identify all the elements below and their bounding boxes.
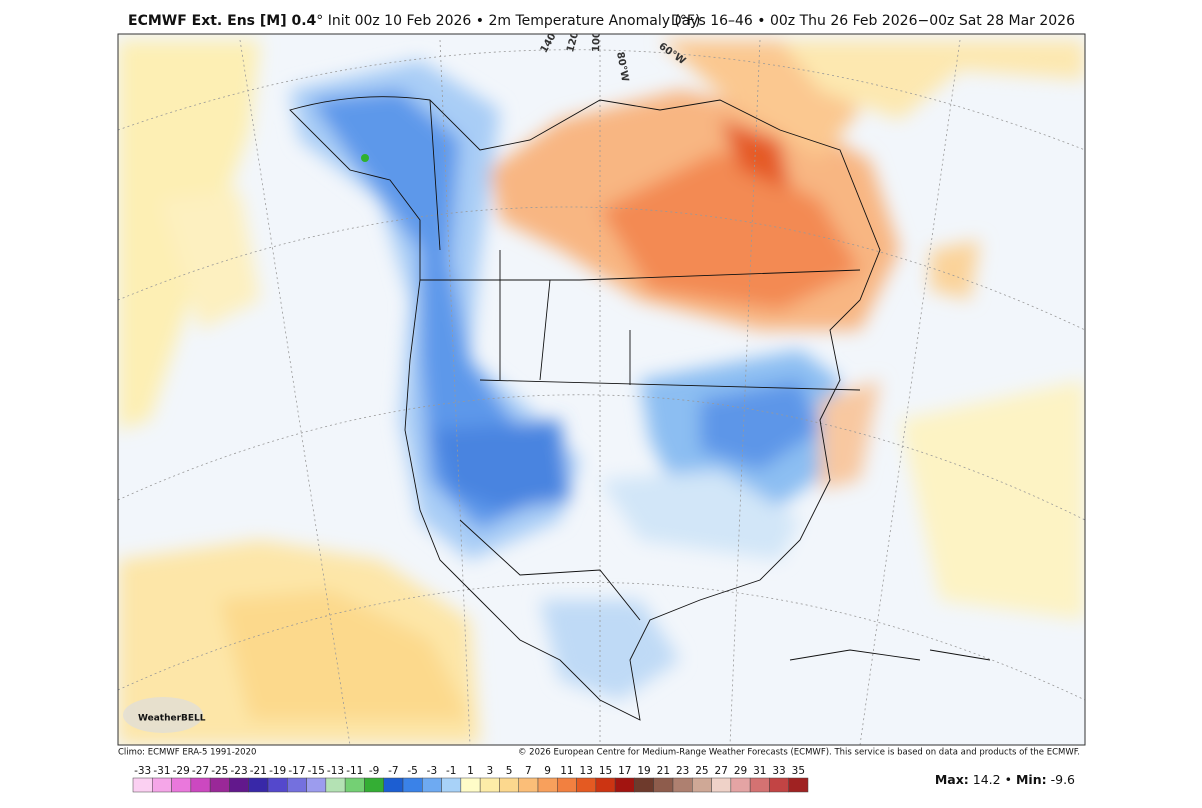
colorbar: -33 -31 -29 -27 -25 -23 -21 -19 -17 -15 -13 -11 -9 -7… [132,765,809,793]
colorbar-label: 5 [506,765,513,777]
colorbar-label: 19 [637,765,650,777]
colorbar-label: -5 [407,765,417,777]
color-box [576,777,597,793]
color-box [325,777,346,793]
colorbar-label: 35 [792,765,805,777]
longitude-label: 80°W [614,51,630,82]
colorbar-label: -15 [308,765,325,777]
colorbar-label: -27 [192,765,209,777]
colorbar-label: 11 [560,765,573,777]
colorbar-label: 27 [715,765,728,777]
max-value: 14.2 [973,772,1001,787]
min-value: -9.6 [1051,772,1075,787]
color-box [634,777,654,793]
color-box [422,777,442,793]
color-box [383,777,404,793]
color-box [402,777,423,793]
colorbar-label: -29 [173,765,190,777]
colorbar-label: 23 [676,765,689,777]
min-label: Min: [1016,772,1047,787]
colorbar-label: -1 [446,765,456,777]
max-label: Max: [935,772,969,787]
logo: WeatherBELL [123,697,206,733]
graticule [118,39,1085,745]
color-box [306,777,327,793]
colorbar-label: 9 [544,765,551,777]
color-box [229,777,249,793]
colorbar-label: 25 [695,765,708,777]
color-box [152,777,172,793]
colorbar-label: -9 [369,765,379,777]
color-box [460,777,481,793]
colorbar-label: 33 [772,765,785,777]
header-details: ° Init 00z 10 Feb 2026 • 2m Temperature … [316,13,700,29]
color-box [190,777,211,793]
colorbar-label: -7 [388,765,398,777]
color-box [537,777,558,793]
color-box [267,777,288,793]
color-box [730,777,751,793]
anomaly-field [118,40,1085,745]
colorbar-label: 15 [599,765,612,777]
colorbar-label: -3 [427,765,437,777]
colorbar-label: 17 [618,765,631,777]
colorbar-label: -33 [134,765,151,777]
colorbar-label: -23 [230,765,247,777]
colorbar-label: -21 [250,765,267,777]
color-box [788,777,809,793]
colorbar-label: -19 [269,765,286,777]
stats: Max: 14.2 • Min: -9.6 [935,772,1075,787]
header-title: ECMWF Ext. Ens [M] 0.4° Init 00z 10 Feb … [128,13,700,29]
marker [361,154,369,162]
color-box [672,777,693,793]
color-box [479,777,500,793]
coastlines [289,96,991,721]
model-name: ECMWF Ext. Ens [M] 0.4 [128,13,317,29]
color-box [711,777,732,793]
separator: • [1005,772,1012,787]
color-box [595,777,616,793]
logo-text: WeatherBELL [138,714,206,724]
colorbar-label: -31 [153,765,170,777]
colorbar-label: 3 [486,765,493,777]
color-box [499,777,519,793]
color-box [614,777,635,793]
colorbar-label: 21 [657,765,670,777]
colorbar-label: -17 [288,765,305,777]
color-box [518,777,539,793]
copyright: © 2026 European Centre for Medium-Range … [518,748,1080,758]
climo-note: Climo: ECMWF ERA-5 1991-2020 [118,748,256,758]
colorbar-label: 31 [753,765,766,777]
color-box [209,777,230,793]
color-box [769,777,789,793]
color-box [132,777,153,793]
color-box [344,777,365,793]
valid-period: Days 16–46 • 00z Thu 26 Feb 2026−00z Sat… [671,13,1075,29]
colorbar-label: -25 [211,765,228,777]
colorbar-label: 1 [467,765,474,777]
color-box [171,777,192,793]
color-box [248,777,269,793]
map: 140°W 120°W 100°W 80°W 60°W WeatherBELL [118,15,1085,745]
color-box [364,777,384,793]
color-box [692,777,712,793]
colorbar-label: 29 [734,765,747,777]
colorbar-label: -13 [327,765,344,777]
color-box [653,777,674,793]
colorbar-label: -11 [346,765,363,777]
colorbar-label: 7 [525,765,532,777]
longitude-label: 100°W [591,15,603,52]
color-box [287,777,307,793]
color-box [441,777,462,793]
color-box [557,777,577,793]
map-frame [117,33,1086,746]
colorbar-label: 13 [580,765,593,777]
color-box [749,777,770,793]
